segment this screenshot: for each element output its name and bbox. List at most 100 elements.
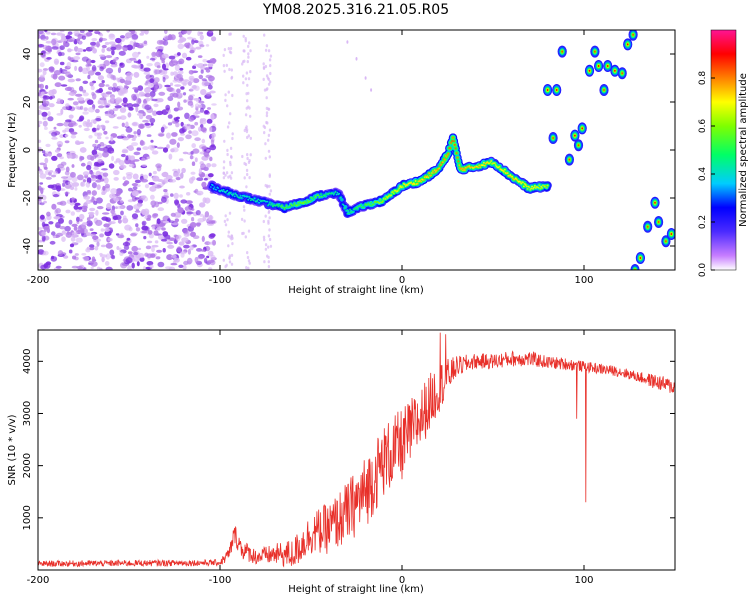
noise-blob [43,68,48,71]
noise-blob [59,226,66,230]
noise-blob [52,73,58,80]
noise-blob [98,124,107,129]
noise-blob [41,50,47,54]
noise-blob [74,256,79,261]
noise-blob [79,213,85,220]
streak-blob [267,221,270,225]
streak-blob [245,106,248,110]
island-mark [654,201,656,204]
noise-blob [89,171,95,175]
ridge-point [221,190,224,193]
island-mark [626,43,629,46]
noise-blob [145,245,152,250]
colorbar-tick-label: 0.4 [698,167,708,182]
noise-blob [197,190,204,196]
streak-blob [264,243,268,247]
noise-blob [117,67,122,74]
streak-blob [225,63,228,67]
noise-blob [71,197,75,201]
noise-blob [199,34,204,41]
ridge-point [372,203,375,206]
ridge-point [344,206,347,208]
streak-blob [247,55,250,59]
noise-blob [167,114,173,119]
noise-blob [118,160,125,166]
streak-blob [229,32,232,36]
noise-blob [168,153,173,160]
streak-blob [243,219,246,223]
noise-blob [123,104,128,108]
noise-blob [128,146,134,151]
noise-blob [203,177,208,181]
noise-blob [80,228,85,234]
noise-blob [133,60,139,63]
noise-blob [162,63,166,70]
noise-blob [154,85,158,92]
ridge-point [276,203,279,206]
noise-blob [186,123,191,127]
streak-blob [224,98,227,102]
island-mark [606,65,609,67]
noise-blob [97,135,102,140]
noise-blob [172,79,179,83]
snr-x-ticks: -200 -100 0 100 [27,330,594,586]
noise-blob [70,234,78,238]
noise-blob [177,43,184,50]
streak-blob [224,93,227,97]
noise-blob [50,32,57,36]
ridge-point [459,167,462,170]
ridge-point [252,199,255,202]
noise-blob [136,261,140,267]
noise-blob [140,30,147,34]
noise-blob [151,246,155,253]
streak-blob [266,76,270,80]
noise-blob [76,266,83,269]
noise-blob [112,194,117,201]
noise-blob [99,66,104,72]
noise-blob [99,254,108,258]
ridge-point [413,183,416,186]
noise-blob [82,89,87,94]
noise-blob [155,50,162,58]
noise-blob [72,56,81,61]
noise-blob [73,205,79,210]
noise-blob [51,255,55,260]
island-mark [546,89,549,91]
noise-blob [87,191,92,195]
noise-blob [150,122,154,126]
noise-blob [146,55,150,59]
noise-blob [93,154,99,158]
noise-blob [168,55,176,60]
noise-blob [99,33,104,37]
ridge-point [210,186,212,188]
snr-ylabel: SNR (10 * v/v) [7,414,18,485]
noise-blob [135,223,139,228]
streak-blob [223,69,226,73]
noise-blob [182,228,189,235]
streak-blob [269,189,273,193]
ridge-point [289,205,291,208]
ridge-point [479,166,482,169]
ridge-point [378,202,381,205]
noise-blob [64,140,70,144]
noise-blob [89,247,95,251]
streak-blob [245,92,248,96]
noise-blob [91,127,97,132]
streak-blob [267,138,270,142]
ridge-point [493,162,496,165]
ridge-point [455,152,458,155]
snr-xlabel: Height of straight line (km) [288,584,424,595]
streak-blob [265,88,268,92]
colorbar-tick-label: 0.0 [698,263,708,278]
noise-blob [80,162,86,167]
noise-blob [110,136,114,142]
streak-blob [226,218,229,222]
streak-blob [244,113,248,117]
ridge-point [442,161,444,164]
noise-blob [44,157,49,164]
noise-blob [56,122,64,127]
noise-blob [182,151,189,155]
ridge-point [332,193,335,196]
streak-blob [265,111,269,115]
ridge-point [240,197,243,199]
